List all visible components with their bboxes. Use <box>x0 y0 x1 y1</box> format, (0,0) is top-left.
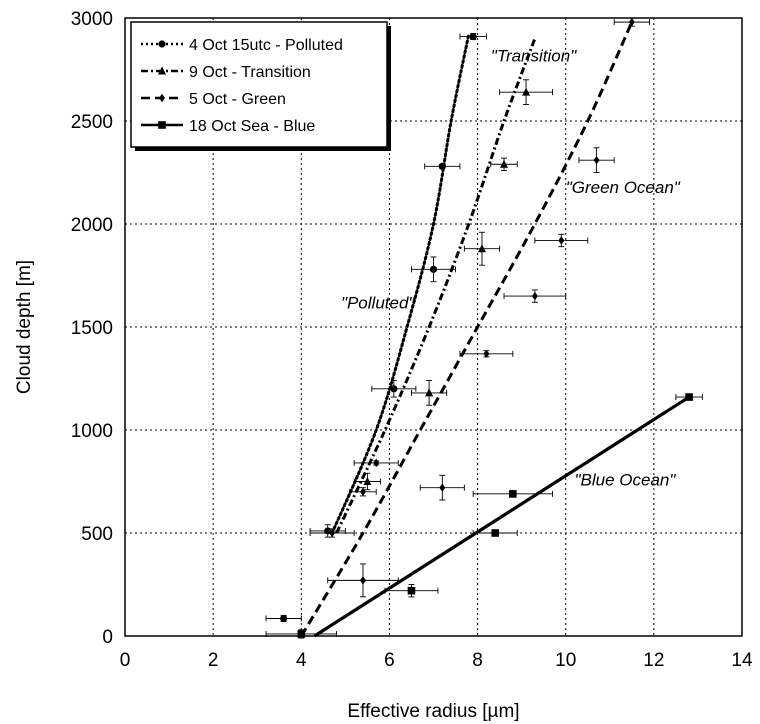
annotation-label: "Blue Ocean" <box>575 471 677 490</box>
point-5-oct-green <box>329 528 336 538</box>
legend-label: 5 Oct - Green <box>189 91 286 108</box>
legend: 4 Oct 15utc - Polluted 9 Oct - Transition… <box>130 21 391 151</box>
point-18-oct-sea-blue <box>297 630 306 638</box>
point-4-oct-15utc-polluted <box>390 385 398 393</box>
y-tick-label: 3000 <box>71 9 113 30</box>
plot-frame <box>124 17 743 637</box>
x-tick-label: 2 <box>208 650 219 671</box>
x-tick-label: 12 <box>643 650 664 671</box>
legend-marker <box>158 40 166 48</box>
point-4-oct-15utc-polluted <box>438 162 446 170</box>
legend-label: 4 Oct 15utc - Polluted <box>189 37 343 54</box>
fit-line-9-oct-transition <box>335 38 537 534</box>
legend-marker <box>159 93 165 103</box>
legend-marker <box>158 121 166 129</box>
point-5-oct-green <box>359 576 366 585</box>
y-tick-label: 500 <box>81 524 113 545</box>
point-9-oct-transition <box>363 477 372 485</box>
x-tick-label: 8 <box>472 650 483 671</box>
y-tick-label: 2500 <box>71 112 113 133</box>
legend-label: 9 Oct - Transition <box>189 64 311 81</box>
y-tick-label: 1500 <box>71 318 113 339</box>
point-5-oct-green <box>531 291 538 301</box>
x-tick-label: 4 <box>296 650 307 671</box>
point-18-oct-sea-blue <box>685 393 693 401</box>
point-9-oct-transition <box>477 244 486 253</box>
point-9-oct-transition <box>500 159 509 168</box>
point-18-oct-sea-blue <box>407 586 416 595</box>
annotations: "Transition" "Green Ocean" "Polluted" "Blue… <box>341 46 681 489</box>
y-axis-title: Cloud depth [m] <box>14 260 35 394</box>
x-tick-label: 0 <box>120 650 131 671</box>
data-points <box>280 17 693 638</box>
point-5-oct-green <box>483 349 490 358</box>
annotation-label: "Green Ocean" <box>566 178 681 197</box>
fit-line-18-oct-sea-blue <box>313 395 690 638</box>
point-4-oct-15utc-polluted <box>469 32 477 41</box>
point-9-oct-transition <box>425 388 434 397</box>
x-tick-label: 10 <box>555 650 576 671</box>
point-5-oct-green <box>373 458 380 468</box>
annotation-label: "Polluted" <box>341 293 415 312</box>
fit-curves <box>299 21 690 638</box>
x-tick-label: 14 <box>731 650 753 671</box>
y-tick-label: 0 <box>102 627 113 648</box>
y-tick-label: 1000 <box>71 421 113 442</box>
point-5-oct-green <box>439 483 446 492</box>
legend-label: 18 Oct Sea - Blue <box>189 118 315 135</box>
annotation-label: "Transition" <box>491 46 577 65</box>
y-tick-label: 2000 <box>71 215 113 236</box>
x-axis-title: Effective radius [µm] <box>347 701 519 722</box>
point-5-oct-green <box>593 155 600 165</box>
point-18-oct-sea-blue <box>509 490 517 498</box>
legend-marker <box>158 66 166 75</box>
x-tick-label: 6 <box>384 650 395 671</box>
point-5-oct-green <box>628 17 635 27</box>
point-18-oct-sea-blue <box>491 529 499 537</box>
point-5-oct-green <box>558 236 565 245</box>
point-5-oct-green <box>359 487 366 496</box>
tick-labels: 0 2 4 6 8 10 12 14 0 500 1000 1500 2000 2500 3000 <box>71 9 753 671</box>
fit-line-5-oct-green <box>299 21 634 637</box>
point-9-oct-transition <box>522 87 531 96</box>
point-4-oct-15utc-polluted <box>280 614 288 623</box>
point-4-oct-15utc-polluted <box>429 265 438 273</box>
fit-line-4-oct-15utc-polluted <box>330 32 471 535</box>
